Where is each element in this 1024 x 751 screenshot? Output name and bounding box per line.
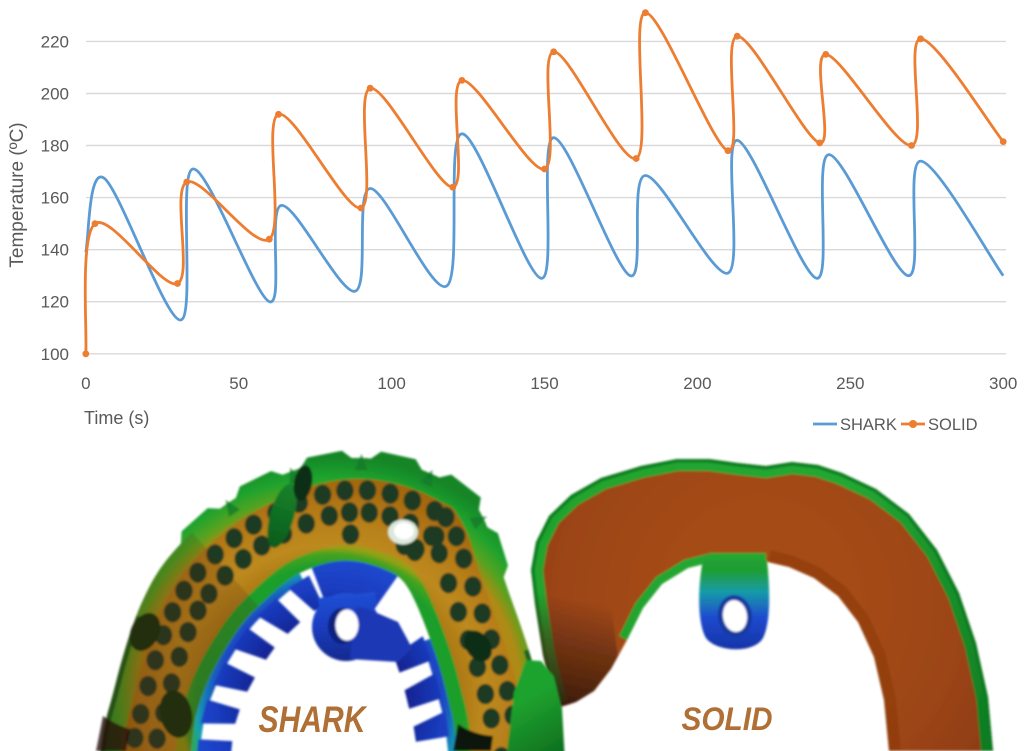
svg-text:200: 200 bbox=[683, 374, 711, 393]
svg-text:250: 250 bbox=[836, 374, 864, 393]
svg-text:SHARK: SHARK bbox=[259, 699, 368, 740]
svg-text:220: 220 bbox=[41, 32, 69, 51]
svg-text:50: 50 bbox=[229, 374, 248, 393]
svg-text:0: 0 bbox=[81, 374, 90, 393]
svg-text:Temperature (ºC): Temperature (ºC) bbox=[7, 122, 28, 267]
svg-text:SHARK: SHARK bbox=[840, 416, 897, 434]
svg-text:180: 180 bbox=[41, 137, 69, 156]
svg-text:SOLID: SOLID bbox=[928, 416, 978, 434]
svg-text:300: 300 bbox=[989, 374, 1017, 393]
svg-text:Time (s): Time (s) bbox=[84, 408, 149, 428]
svg-text:100: 100 bbox=[41, 345, 69, 364]
svg-text:140: 140 bbox=[41, 241, 69, 260]
svg-text:200: 200 bbox=[41, 85, 69, 104]
svg-text:160: 160 bbox=[41, 189, 69, 208]
svg-text:120: 120 bbox=[41, 293, 69, 312]
svg-text:SOLID: SOLID bbox=[682, 701, 773, 737]
svg-text:150: 150 bbox=[530, 374, 558, 393]
svg-text:100: 100 bbox=[377, 374, 405, 393]
